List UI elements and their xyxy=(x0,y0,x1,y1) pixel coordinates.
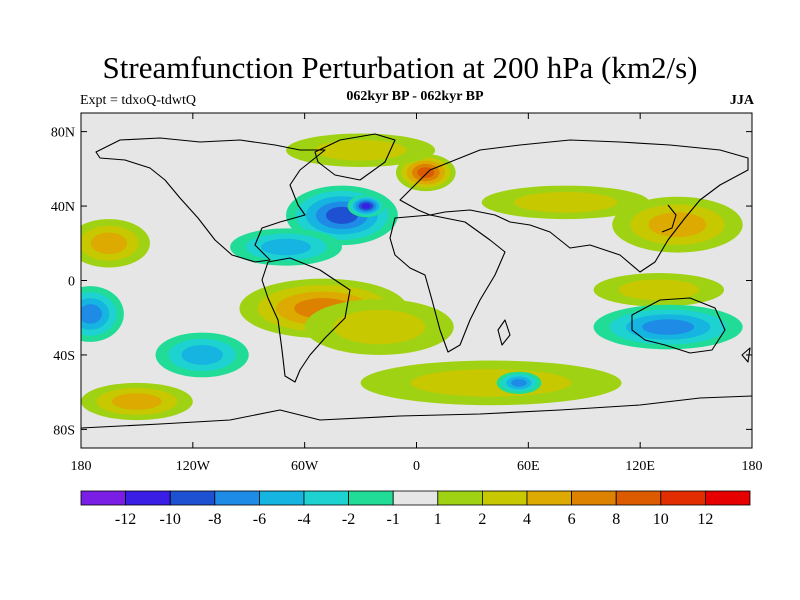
colorbar-label: 8 xyxy=(612,511,620,528)
colorbar-swatch xyxy=(615,490,662,506)
colorbar-swatch xyxy=(348,490,394,506)
lat-tick-label: 80S xyxy=(53,423,75,438)
lon-tick-label: 120W xyxy=(176,459,211,474)
coastline-north-america xyxy=(95,137,326,263)
colorbar-swatch xyxy=(705,490,751,506)
lat-tick-label: 40S xyxy=(53,349,75,364)
colorbar-swatch xyxy=(214,490,260,506)
plot-title: Streamfunction Perturbation at 200 hPa (… xyxy=(102,50,698,85)
colorbar-label: 10 xyxy=(653,511,669,528)
colorbar-swatch xyxy=(571,490,617,506)
latitude-axis: 80N 40N 0 40S 80S xyxy=(51,126,752,438)
experiment-label: Expt = tdxoQ-tdwtQ xyxy=(80,93,196,108)
anomaly-east-asia-positive-level-3 xyxy=(648,212,707,238)
colorbar-swatch xyxy=(481,490,528,506)
colorbar-label: 1 xyxy=(434,511,442,528)
coastline-layer xyxy=(81,133,752,429)
anomaly-north-pacific-positive-level-3 xyxy=(90,232,128,255)
colorbar-swatch xyxy=(125,490,171,506)
coastline-eurasia xyxy=(399,139,749,273)
lon-tick-label: 60E xyxy=(517,459,540,474)
colorbar-label: -12 xyxy=(115,511,136,528)
colorbar-label: -10 xyxy=(160,511,181,528)
colorbar-label: -4 xyxy=(297,511,310,528)
coastline-madagascar xyxy=(497,319,511,346)
coastline-japan xyxy=(661,204,677,233)
lon-tick-label: 0 xyxy=(413,459,420,474)
colorbar-label: 12 xyxy=(697,511,713,528)
period-label: 062kyr BP - 062kyr BP xyxy=(346,89,484,104)
lon-tick-label: 180 xyxy=(71,459,92,474)
anomaly-tropical-atlantic-negative-level-3 xyxy=(261,238,311,256)
lon-tick-label: 180 xyxy=(742,459,763,474)
colorbar-swatch xyxy=(80,490,126,506)
colorbar-swatch xyxy=(437,490,483,506)
anomaly-south-pacific-minus-60-level-3 xyxy=(181,345,223,365)
anomaly-australia-negative-level-4 xyxy=(642,319,695,335)
anomaly-southern-ocean-negative-level-4 xyxy=(511,378,527,387)
coastline-greenland xyxy=(314,133,396,181)
anomaly-southern-ocean-positive-level-2 xyxy=(410,369,572,397)
anomaly-south-atlantic-positive-level-2 xyxy=(333,309,426,345)
colorbar-label: 2 xyxy=(478,511,486,528)
season-label: JJA xyxy=(729,93,754,108)
anomaly-north-atlantic-core-level-6 xyxy=(361,203,371,209)
lon-tick-label: 120E xyxy=(625,459,655,474)
anomaly-south-pacific-negative-level-4 xyxy=(81,304,102,324)
lat-tick-label: 80N xyxy=(51,126,75,141)
colorbar-label: 6 xyxy=(568,511,576,528)
anomaly-arctic-positive-level-2 xyxy=(314,139,407,161)
coastline-antarctica xyxy=(81,395,752,429)
colorbar-swatch xyxy=(169,490,216,506)
colorbar-swatch xyxy=(258,490,305,506)
lat-tick-label: 40N xyxy=(51,200,75,215)
lon-tick-label: 60W xyxy=(291,459,319,474)
anomaly-asia-positive-level-2 xyxy=(513,192,618,213)
lat-tick-label: 0 xyxy=(68,275,75,290)
coastline-africa xyxy=(389,214,506,353)
colorbar-label: -8 xyxy=(208,511,221,528)
colorbar: -12 -10 -8 -6 -4 -2 -1 1 2 4 6 8 10 12 xyxy=(80,490,751,528)
coastline-australia xyxy=(631,297,726,354)
anomaly-south-pacific-positive-60-level-3 xyxy=(112,393,162,410)
colorbar-swatch xyxy=(660,490,706,506)
colorbar-swatch xyxy=(303,490,349,506)
anomaly-layer xyxy=(81,133,743,421)
longitude-axis: 180 120W 60W 0 60E 120E 180 xyxy=(71,113,763,474)
colorbar-label: -1 xyxy=(387,511,400,528)
coastline-south-america xyxy=(261,257,351,383)
colorbar-label: 4 xyxy=(523,511,531,528)
colorbar-swatch xyxy=(526,490,572,506)
colorbar-label: -6 xyxy=(253,511,266,528)
colorbar-label: -2 xyxy=(342,511,355,528)
colorbar-swatch xyxy=(392,490,439,506)
anomaly-west-pacific-positive-level-2 xyxy=(618,279,699,301)
